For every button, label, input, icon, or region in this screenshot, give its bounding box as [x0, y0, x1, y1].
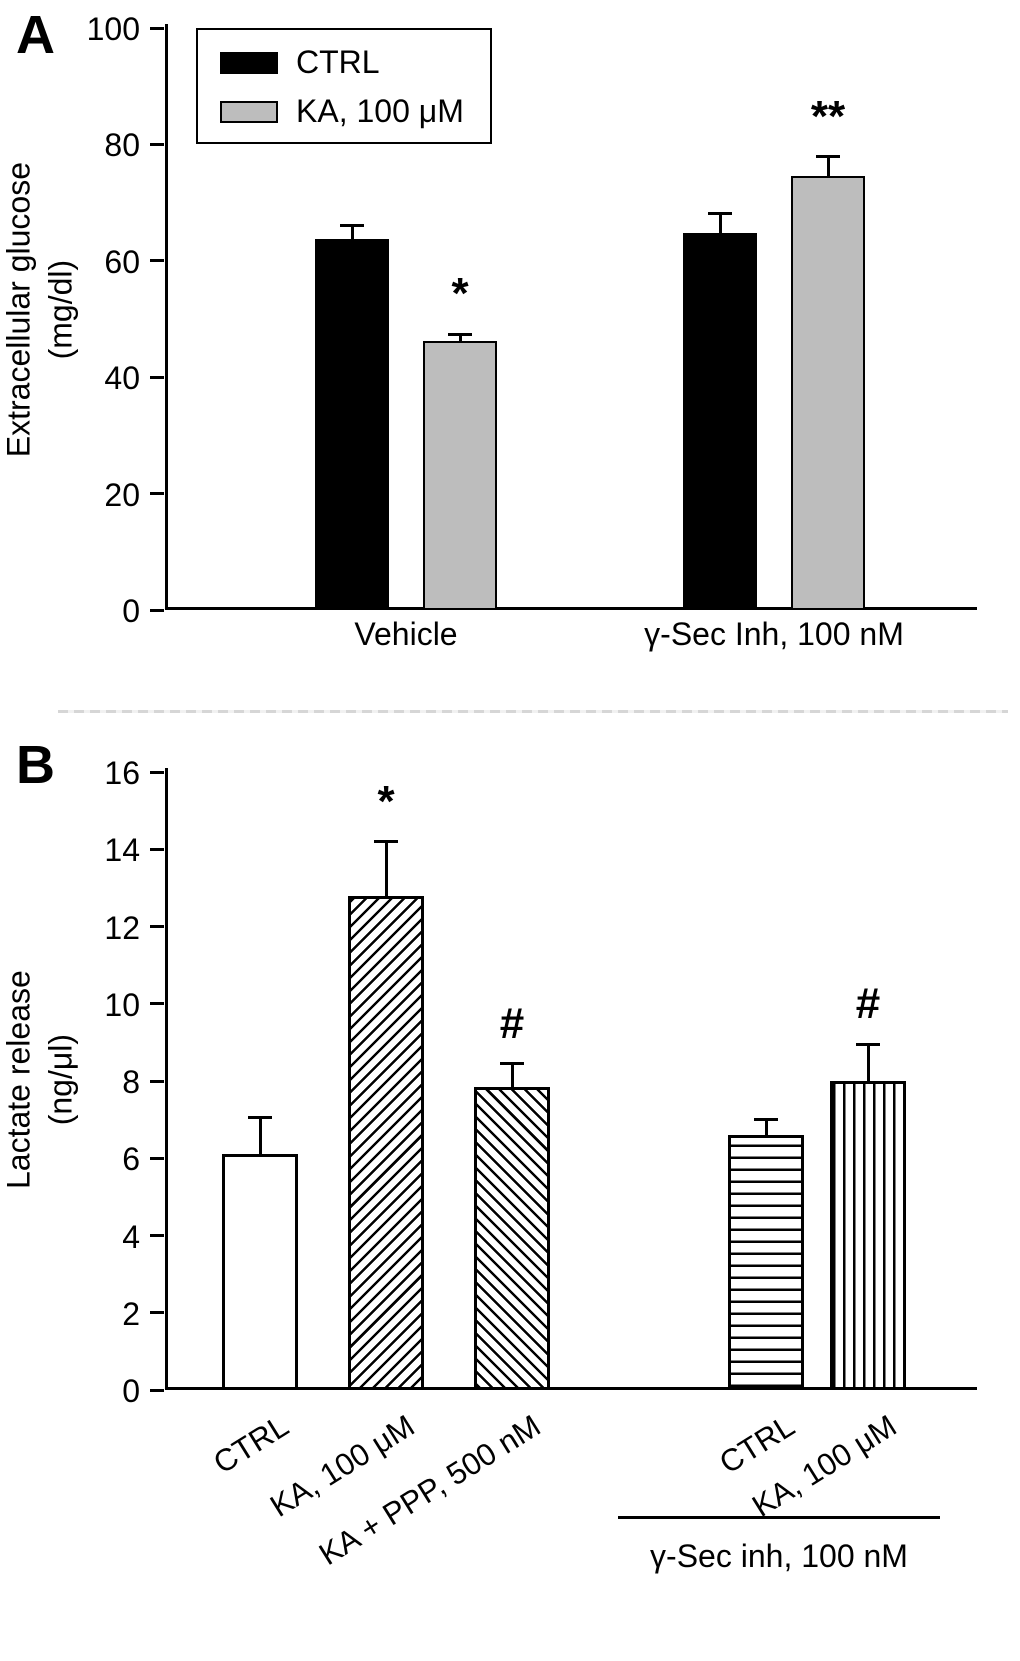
y-axis-tick-label-b: 4	[122, 1218, 140, 1255]
y-axis-tick-a	[150, 26, 164, 30]
legend-label-ka: KA, 100 μM	[296, 93, 464, 129]
y-axis-tick-label-a: 0	[122, 593, 140, 629]
y-axis-tick-a	[150, 492, 164, 496]
y-axis-tick-a	[150, 142, 164, 146]
y-axis-tick-b	[150, 1156, 164, 1160]
y-axis-tick-a	[150, 375, 164, 379]
legend-item-ctrl: CTRL	[220, 44, 480, 81]
y-axis-tick-b	[150, 1002, 164, 1006]
y-axis-tick-b	[150, 925, 164, 928]
error-bar-cap	[374, 840, 398, 844]
error-bar-cap	[708, 211, 732, 215]
panel-a-axes	[165, 24, 977, 610]
y-axis-tick-label-b: 6	[122, 1141, 140, 1178]
error-bar-cap	[448, 332, 472, 336]
y-axis-tick-label-a: 60	[104, 243, 140, 280]
error-bar-stem	[384, 841, 388, 896]
y-axis-tick-label-a: 40	[104, 360, 140, 397]
legend-label-ctrl: CTRL	[296, 44, 380, 80]
significance-marker-b: #	[855, 979, 881, 1029]
panel-a-group-label-vehicle: Vehicle	[354, 616, 458, 652]
panel-separator-artifact	[58, 710, 1008, 713]
legend-item-ka: KA, 100 μM	[220, 93, 480, 130]
bar-a-group1-ka	[791, 176, 865, 610]
y-axis-tick-label-a: 20	[104, 476, 140, 513]
error-bar-stem	[826, 156, 830, 177]
error-bar-stem	[510, 1063, 514, 1087]
error-bar-stem	[350, 225, 354, 239]
bar-b-3	[728, 1135, 804, 1390]
y-axis-tick-label-b: 2	[122, 1295, 140, 1332]
panel-b-letter: B	[16, 735, 55, 795]
error-bar-stem	[718, 213, 722, 233]
significance-marker-b: *	[377, 776, 395, 826]
y-axis-tick-b	[150, 1311, 164, 1315]
y-axis-tick-label-b: 16	[104, 755, 140, 791]
y-axis-tick-label-b: 10	[104, 986, 140, 1023]
y-axis-tick-label-b: 14	[104, 832, 140, 869]
bar-b-0	[222, 1154, 298, 1390]
panel-a-y-axis-title: Extracellular glucose (mg/dl)	[0, 110, 82, 510]
y-axis-tick-label-b: 8	[122, 1064, 140, 1100]
error-bar-stem	[764, 1119, 768, 1136]
error-bar-cap	[754, 1118, 778, 1122]
y-axis-tick-label-b: 0	[122, 1373, 140, 1409]
bar-b-4	[830, 1081, 906, 1390]
panel-b-group-underline	[618, 1516, 940, 1519]
error-bar-cap	[340, 224, 364, 228]
bar-b-2	[474, 1086, 550, 1390]
y-axis-tick-label-b: 12	[104, 909, 140, 946]
significance-marker-a: *	[451, 269, 469, 319]
error-bar-cap	[816, 155, 840, 159]
y-axis-tick-b	[150, 1388, 164, 1392]
error-bar-cap	[856, 1042, 880, 1046]
significance-marker-b: #	[499, 998, 525, 1048]
error-bar-stem	[866, 1044, 870, 1081]
significance-marker-a: **	[810, 91, 846, 141]
error-bar-cap	[500, 1062, 524, 1066]
y-axis-tick-a	[150, 259, 164, 263]
panel-a-letter: A	[16, 5, 55, 65]
y-axis-tick-b	[150, 1079, 164, 1083]
error-bar-stem	[458, 334, 462, 342]
y-axis-tick-label-a: 100	[86, 11, 140, 47]
legend-swatch-ctrl	[220, 51, 278, 74]
error-bar-cap	[248, 1116, 272, 1120]
panel-a-group-label-gsec: γ-Sec Inh, 100 nM	[644, 616, 904, 652]
panel-a-y-axis-title-line2: (mg/dl)	[42, 259, 78, 360]
panel-b-y-axis-title-line1: Lactate release	[0, 970, 37, 1189]
panel-b-axes	[165, 768, 977, 1390]
y-axis-tick-b	[150, 1234, 164, 1237]
y-axis-tick-b	[150, 847, 164, 851]
y-axis-tick-label-a: 80	[104, 127, 140, 164]
bar-a-group1-ctrl	[683, 232, 757, 610]
bar-a-group0-ka	[423, 341, 497, 610]
legend-swatch-ka	[220, 100, 278, 123]
panel-a-y-axis-title-line1: Extracellular glucose	[0, 161, 37, 458]
panel-a-legend: CTRL KA, 100 μM	[196, 28, 492, 144]
y-axis-tick-b	[150, 770, 164, 774]
panel-b-group-label-gsec: γ-Sec inh, 100 nM	[650, 1538, 908, 1574]
bar-b-1	[348, 895, 424, 1390]
bar-a-group0-ctrl	[315, 238, 389, 610]
y-axis-tick-a	[150, 608, 164, 612]
error-bar-stem	[258, 1117, 262, 1155]
